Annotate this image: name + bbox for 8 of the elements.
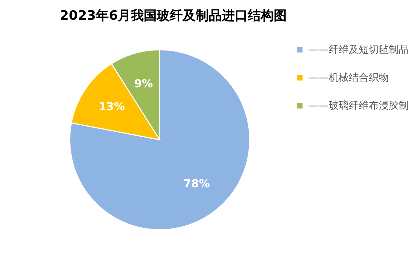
- legend-label: ——纤维及短切毡制品: [309, 44, 409, 56]
- pie-slice: [70, 50, 250, 230]
- data-label: 9%: [134, 77, 154, 90]
- chart-title: 2023年6月我国玻纤及制品进口结构图: [60, 8, 288, 24]
- data-label: 78%: [184, 178, 210, 191]
- legend-label: ——玻璃纤维布浸胶制: [309, 100, 409, 112]
- legend-label: ——机械结合织物: [309, 72, 389, 84]
- data-label: 13%: [98, 100, 126, 114]
